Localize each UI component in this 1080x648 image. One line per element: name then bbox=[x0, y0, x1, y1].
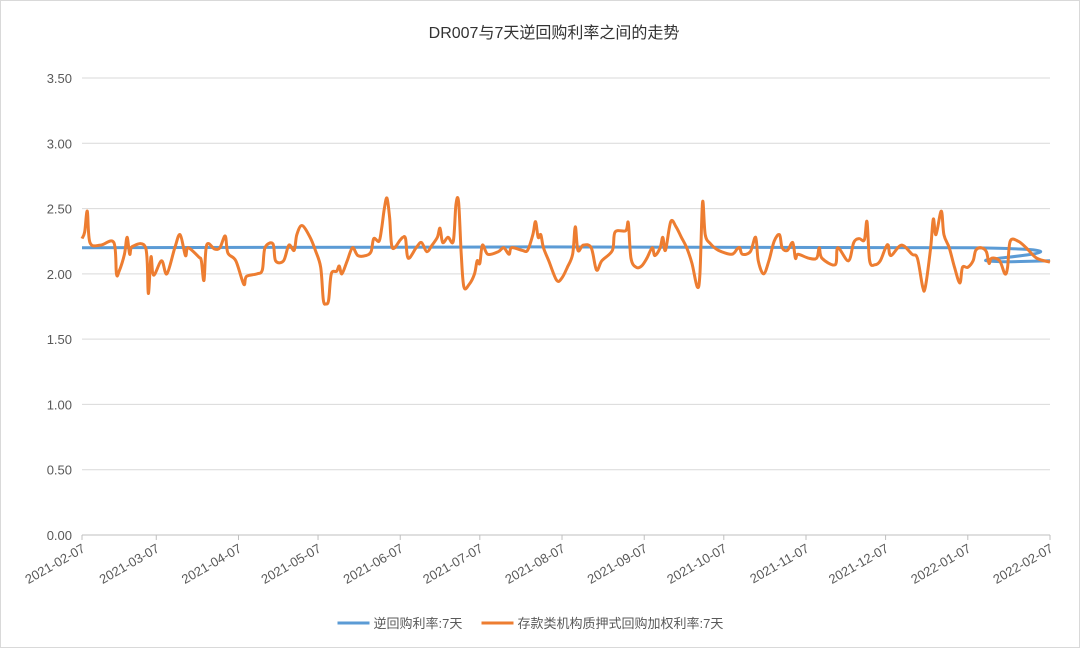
y-tick-label: 1.50 bbox=[47, 332, 72, 347]
y-tick-label: 1.00 bbox=[47, 397, 72, 412]
series-line bbox=[80, 196, 1051, 306]
chart-title: DR007与7天逆回购利率之间的走势 bbox=[429, 24, 680, 42]
legend-label: 逆回购利率:7天 bbox=[374, 616, 463, 631]
y-tick-label: 3.50 bbox=[47, 71, 72, 86]
series-line bbox=[81, 245, 1051, 264]
y-tick-label: 2.50 bbox=[47, 202, 72, 217]
y-tick-label: 3.00 bbox=[47, 136, 72, 151]
y-tick-label: 0.50 bbox=[47, 463, 72, 478]
y-tick-label: 0.00 bbox=[47, 528, 72, 543]
legend-label: 存款类机构质押式回购加权利率:7天 bbox=[518, 616, 724, 631]
y-tick-label: 2.00 bbox=[47, 267, 72, 282]
